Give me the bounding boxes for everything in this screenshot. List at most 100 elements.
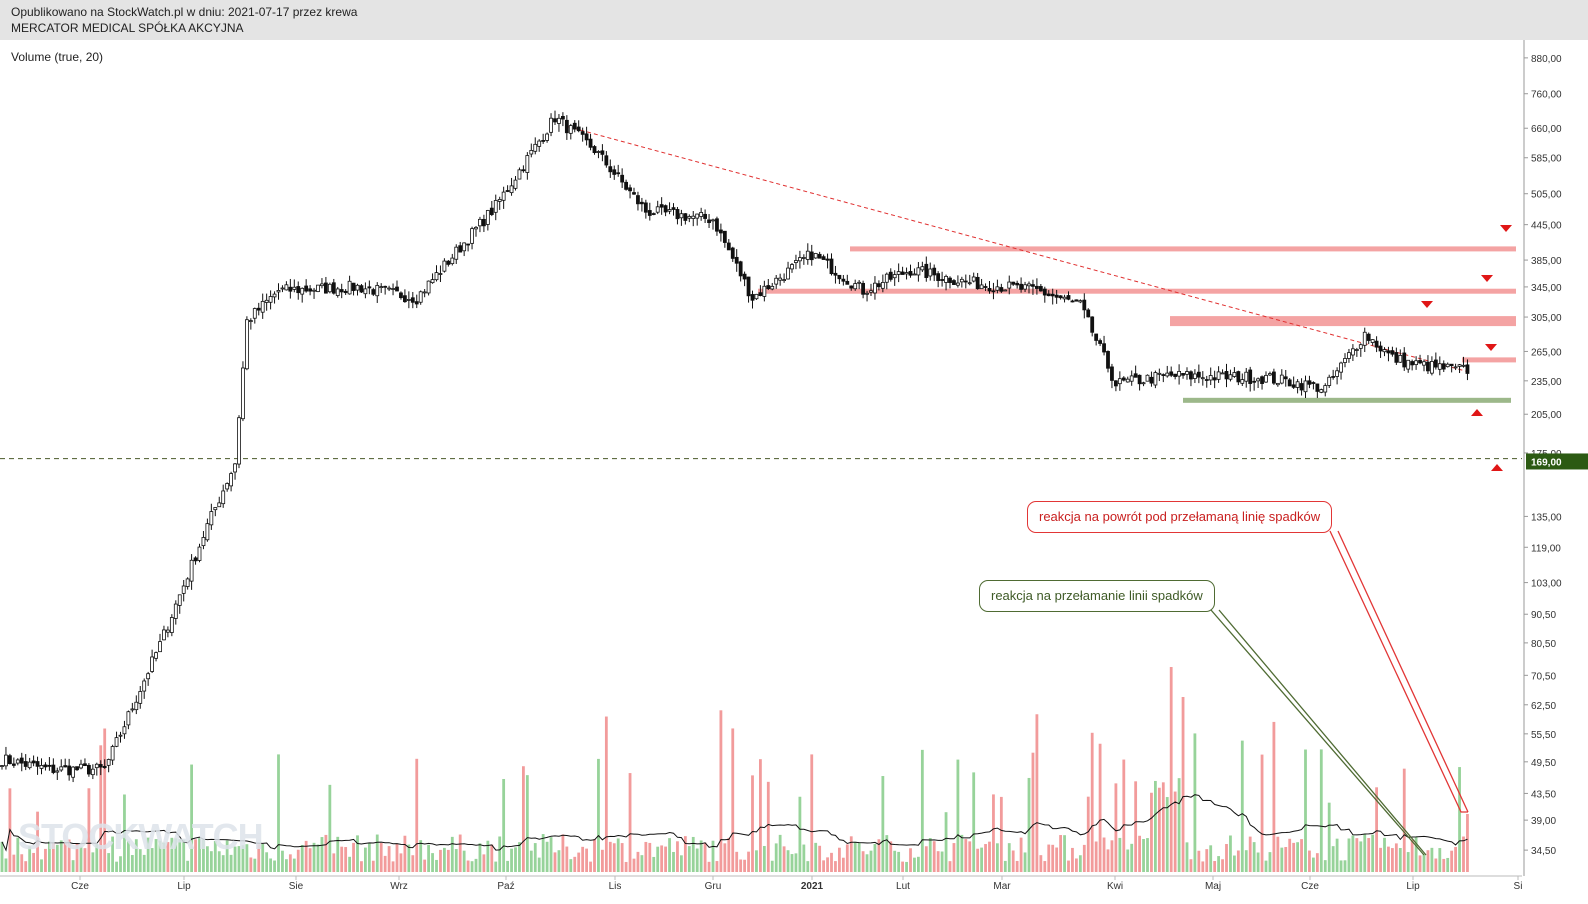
volume-bar	[486, 840, 490, 872]
candle-body	[944, 275, 948, 283]
candle-body	[1410, 361, 1415, 366]
candle-body	[762, 285, 767, 297]
candle-body	[730, 247, 735, 259]
candle-body	[67, 765, 72, 776]
candle-body	[217, 502, 222, 508]
volume-bar	[261, 843, 265, 872]
candle-body	[1386, 350, 1391, 354]
candle-body	[284, 284, 289, 291]
volume-bar	[427, 844, 430, 872]
volume-bar	[1240, 740, 1244, 872]
candle-body	[742, 273, 747, 280]
candle-body	[533, 143, 538, 152]
candle-body	[1200, 377, 1205, 380]
candle-body	[719, 229, 723, 234]
candle-body	[655, 206, 660, 213]
volume-bar	[838, 847, 841, 872]
volume-bar	[1351, 835, 1355, 872]
volume-bar	[719, 710, 723, 872]
candle-body	[189, 559, 194, 582]
volume-bar	[1323, 860, 1327, 872]
candle-body	[1331, 376, 1336, 378]
volume-bar	[1466, 814, 1469, 872]
volume-bar	[1296, 842, 1299, 872]
volume-bar	[1051, 844, 1055, 872]
candle-body	[1264, 374, 1268, 383]
volume-bar	[245, 844, 249, 872]
arrow-down-icon	[1421, 301, 1433, 308]
volume-bar	[1043, 861, 1047, 872]
volume-bar	[1308, 850, 1311, 872]
volume-bar	[470, 861, 474, 872]
candle-body	[15, 759, 20, 764]
volume-bar	[340, 846, 344, 872]
volume-bar	[1260, 754, 1264, 872]
candle-body	[410, 297, 415, 303]
volume-bar	[375, 834, 379, 872]
volume-bar	[648, 842, 652, 872]
volume-bar	[1071, 847, 1074, 872]
y-tick-label: 135,00	[1531, 512, 1562, 523]
candle-body	[1272, 371, 1276, 384]
volume-bar	[1209, 845, 1213, 872]
candle-body	[146, 673, 151, 680]
y-tick-label: 235,00	[1531, 377, 1562, 388]
candle-body	[1291, 384, 1296, 388]
x-tick-label: Lip	[177, 881, 191, 892]
candle-body	[829, 258, 834, 275]
volume-bar	[1225, 844, 1228, 872]
volume-bar	[1007, 843, 1011, 872]
volume-bar	[277, 754, 280, 872]
candle-body	[1070, 300, 1075, 303]
candle-body	[339, 289, 344, 293]
volume-bar	[755, 850, 758, 872]
candle-body	[1279, 374, 1284, 384]
volume-bar	[972, 772, 976, 872]
candle-body	[904, 272, 909, 275]
candle-body	[786, 267, 790, 280]
volume-bar	[676, 841, 679, 872]
candle-body	[1398, 354, 1403, 363]
candle-body	[750, 294, 755, 301]
candle-body	[1362, 331, 1367, 346]
candle-body	[323, 282, 328, 294]
volume-bar	[1086, 796, 1090, 872]
candle-body	[229, 473, 234, 487]
volume-bar	[1312, 857, 1315, 872]
candle-body	[300, 287, 305, 295]
volume-bar	[502, 778, 506, 872]
candle-body	[908, 271, 913, 276]
volume-bar	[312, 842, 316, 872]
volume-bar	[415, 758, 419, 872]
candle-body	[462, 242, 467, 252]
volume-bar	[1371, 834, 1375, 872]
y-tick-label: 760,00	[1531, 90, 1562, 101]
candle-body	[541, 140, 546, 142]
volume-bar	[897, 851, 901, 872]
x-tick-label: Lis	[609, 881, 622, 892]
volume-bar	[1363, 834, 1367, 872]
volume-bar	[786, 850, 790, 872]
volume-bar	[747, 851, 750, 872]
candle-body	[928, 268, 933, 277]
candle-body	[1054, 294, 1059, 298]
candle-body	[1177, 371, 1181, 377]
volume-bar	[450, 836, 454, 872]
volume-bar	[16, 837, 20, 872]
volume-bar	[474, 858, 478, 872]
volume-bar	[589, 861, 592, 872]
volume-bar	[644, 841, 648, 872]
candle-body	[1358, 344, 1363, 349]
volume-bar	[830, 852, 833, 872]
annotation-green-pointer	[1218, 609, 1427, 856]
candle-body	[1137, 374, 1142, 385]
candle-body	[1050, 293, 1055, 297]
support-level	[1183, 397, 1511, 403]
candle-body	[1208, 375, 1213, 381]
candle-body	[241, 367, 245, 420]
candle-body	[794, 260, 798, 263]
candle-body	[197, 546, 202, 561]
volume-bar	[928, 837, 932, 872]
candle-body	[256, 307, 261, 311]
